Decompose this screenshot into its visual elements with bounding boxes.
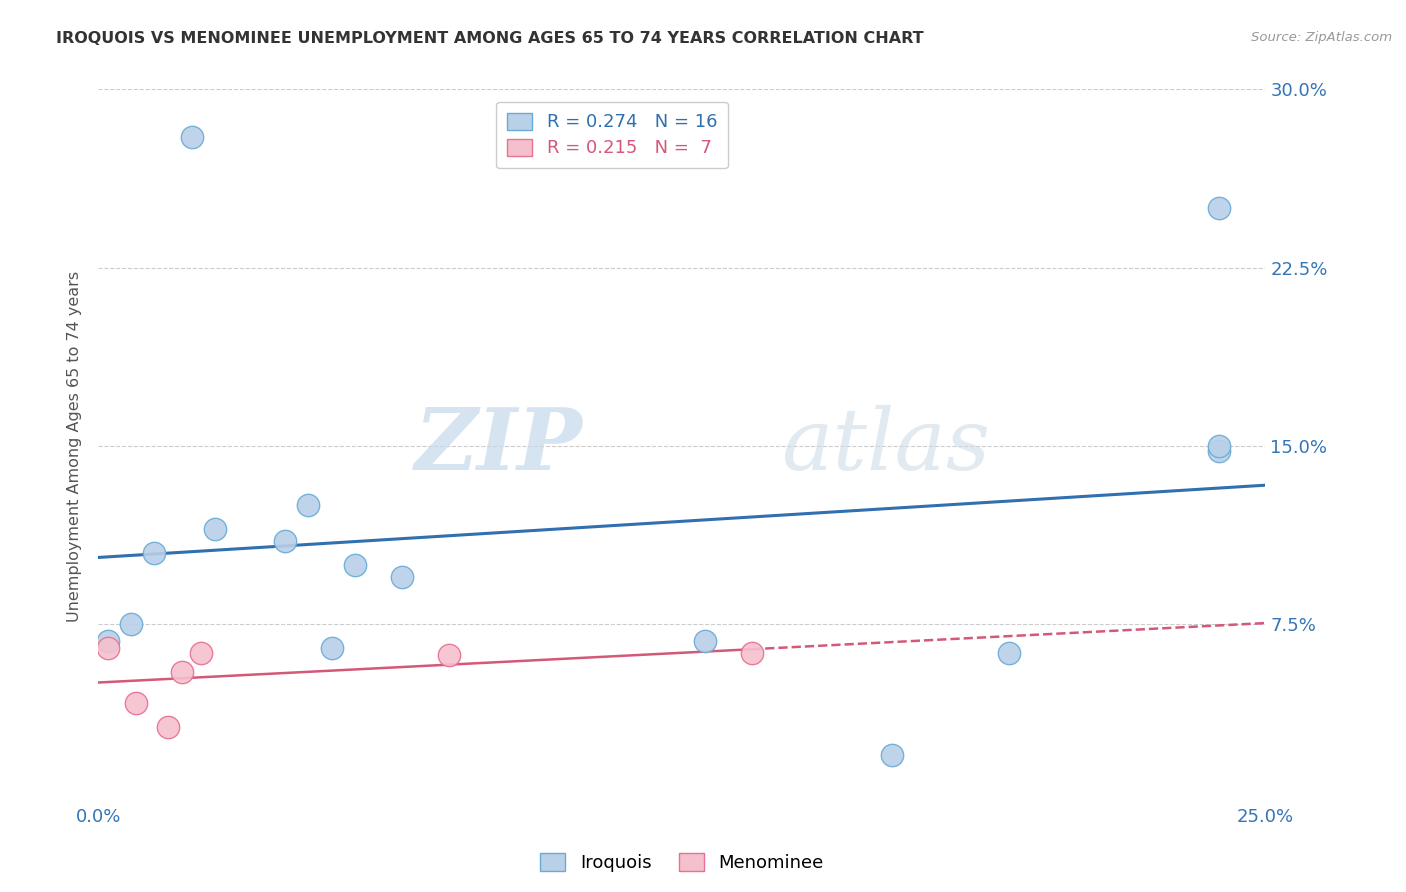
Point [880, 748, 903, 763]
Point [157, 720, 180, 734]
Point [143, 546, 166, 560]
Point [97, 641, 120, 656]
Text: atlas: atlas [782, 405, 990, 487]
Point [997, 646, 1019, 660]
Point [120, 617, 142, 632]
Legend: Iroquois, Menominee: Iroquois, Menominee [533, 847, 831, 880]
Y-axis label: Unemployment Among Ages 65 to 74 years: Unemployment Among Ages 65 to 74 years [67, 270, 83, 622]
Point [321, 641, 343, 656]
Point [274, 534, 297, 549]
Point [741, 646, 763, 660]
Point [190, 646, 212, 660]
Point [204, 522, 226, 536]
Point [125, 696, 148, 710]
Point [344, 558, 367, 572]
Point [1208, 439, 1230, 453]
Text: Source: ZipAtlas.com: Source: ZipAtlas.com [1251, 31, 1392, 45]
Point [1208, 201, 1230, 215]
Text: IROQUOIS VS MENOMINEE UNEMPLOYMENT AMONG AGES 65 TO 74 YEARS CORRELATION CHART: IROQUOIS VS MENOMINEE UNEMPLOYMENT AMONG… [56, 31, 924, 46]
Point [391, 570, 413, 584]
Point [180, 129, 202, 144]
Point [1208, 443, 1230, 458]
Point [172, 665, 194, 679]
Text: ZIP: ZIP [415, 404, 582, 488]
Point [97, 634, 120, 648]
Point [695, 634, 717, 648]
Point [297, 499, 319, 513]
Point [437, 648, 460, 663]
